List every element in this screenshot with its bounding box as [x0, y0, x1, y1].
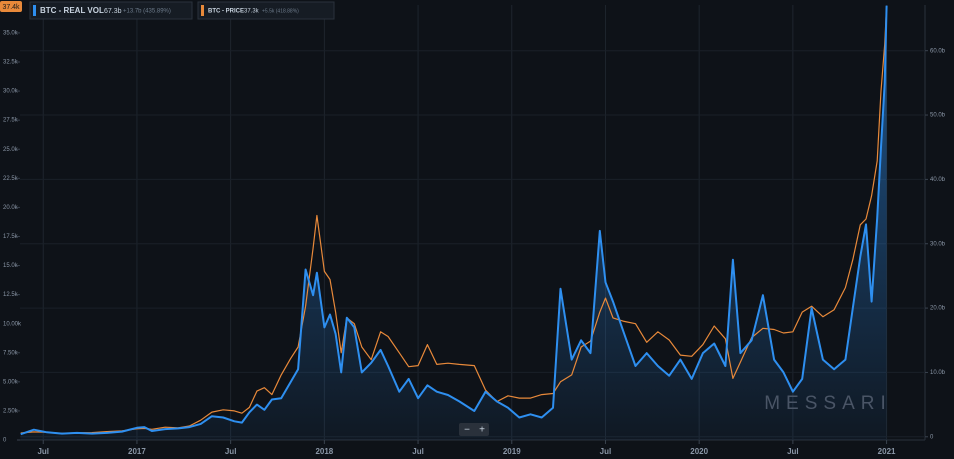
x-tick-label: Jul — [225, 447, 237, 456]
legend-last: 67.3b — [104, 8, 122, 15]
legend: BTC - REAL VOL 67.3b +13.7b (435.89%) BT… — [29, 1, 335, 20]
y-tick-label: 20.0k — [3, 205, 19, 211]
x-tick-label: 2017 — [128, 447, 146, 456]
legend-last: 37.3k — [244, 9, 260, 15]
y-tick-label: 15.0k — [3, 263, 19, 269]
y-tick-label: 7.50k — [3, 350, 19, 356]
legend-name: BTC - PRICE — [208, 9, 244, 15]
legend-change: +13.7b (435.89%) — [123, 9, 171, 15]
legend-box[interactable] — [29, 1, 193, 20]
x-tick-label: 2018 — [315, 447, 333, 456]
y2-tick-label: 20.0b — [930, 306, 946, 312]
x-tick-label: Jul — [37, 447, 49, 456]
y-tick-label: 12.5k — [3, 292, 19, 298]
x-tick-label: 2019 — [503, 447, 521, 456]
x-tick-label: Jul — [412, 447, 424, 456]
y-tick-label: 10.00k — [3, 321, 22, 327]
x-tick-label: Jul — [787, 447, 799, 456]
price-badge-box — [0, 1, 22, 12]
legend-change: +5.5k (418.88%) — [262, 8, 299, 14]
x-tick-label: 2021 — [878, 447, 896, 456]
x-tick-label: 2020 — [690, 447, 708, 456]
y2-tick-label: 40.0b — [930, 177, 946, 183]
zoom-in[interactable]: + — [479, 425, 485, 436]
price-badge: 37.4k — [2, 4, 20, 11]
y-tick-label: 0 — [3, 438, 7, 444]
y-tick-label: 22.5k — [3, 176, 19, 182]
y-tick-label: 5.00k — [3, 379, 19, 385]
volume-area — [20, 5, 887, 440]
x-tick-label: Jul — [600, 447, 612, 456]
series-line — [20, 5, 888, 436]
watermark: MESSARI — [764, 393, 892, 414]
legend-box[interactable] — [197, 1, 335, 20]
y2-tick-label: 30.0b — [930, 241, 946, 247]
y-tick-label: 35.0k — [3, 30, 19, 36]
series-line — [20, 6, 888, 434]
zoom-out[interactable]: − — [464, 425, 470, 436]
y2-tick-label: 10.0b — [930, 370, 946, 376]
y2-tick-label: 60.0b — [930, 48, 946, 54]
y-tick-label: 17.5k — [3, 234, 19, 240]
y2-tick-label: 50.0b — [930, 113, 946, 119]
y2-tick-label: 0 — [930, 434, 934, 440]
y-tick-label: 32.5k — [3, 60, 19, 66]
zoom-controls — [459, 423, 489, 436]
y-tick-label: 30.0k — [3, 89, 19, 95]
y-tick-label: 27.5k — [3, 118, 19, 124]
y-tick-label: 25.0k — [3, 147, 19, 153]
y-tick-label: 2.50k — [3, 409, 19, 415]
legend-swatch — [201, 5, 204, 16]
legend-name: BTC - REAL VOL — [40, 6, 104, 15]
legend-swatch — [33, 5, 36, 16]
